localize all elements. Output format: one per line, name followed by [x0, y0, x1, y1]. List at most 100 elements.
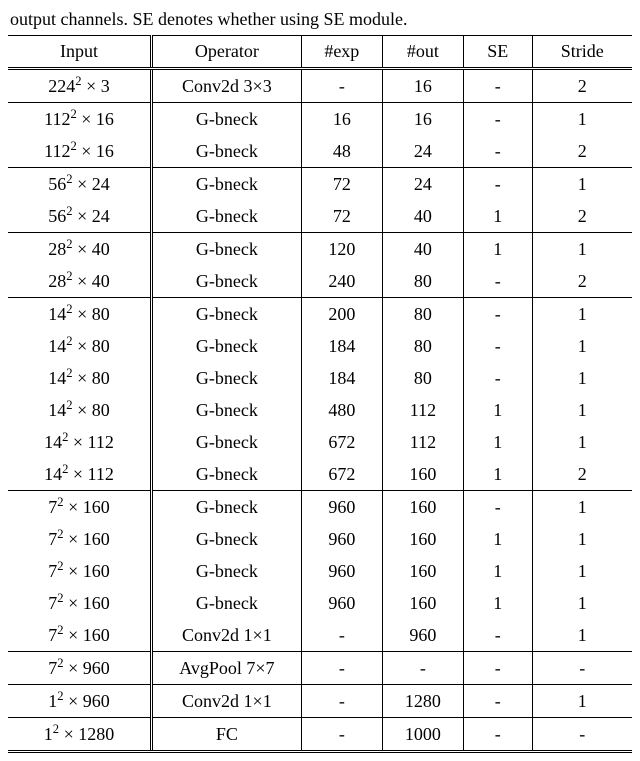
cell-exp: - — [301, 685, 382, 718]
cell-stride: 1 — [532, 168, 632, 201]
cell-out: 160 — [382, 523, 463, 555]
col-header: Stride — [532, 36, 632, 69]
cell-se: - — [463, 168, 532, 201]
cell-stride: 1 — [532, 394, 632, 426]
cell-stride: 1 — [532, 523, 632, 555]
cell-operator: G-bneck — [152, 330, 302, 362]
cell-out: 1280 — [382, 685, 463, 718]
cell-stride: 2 — [532, 69, 632, 103]
cell-operator: G-bneck — [152, 491, 302, 524]
cell-se: 1 — [463, 458, 532, 491]
cell-se: 1 — [463, 587, 532, 619]
cell-stride: 1 — [532, 362, 632, 394]
cell-se: 1 — [463, 394, 532, 426]
cell-se: - — [463, 362, 532, 394]
cell-stride: 1 — [532, 330, 632, 362]
cell-stride: 2 — [532, 135, 632, 168]
cell-input: 562 × 24 — [8, 168, 152, 201]
cell-stride: 1 — [532, 426, 632, 458]
col-header: Input — [8, 36, 152, 69]
cell-operator: AvgPool 7×7 — [152, 652, 302, 685]
cell-se: - — [463, 298, 532, 331]
cell-out: 16 — [382, 69, 463, 103]
cell-exp: 48 — [301, 135, 382, 168]
cell-out: 160 — [382, 555, 463, 587]
cell-operator: Conv2d 3×3 — [152, 69, 302, 103]
cell-out: 1000 — [382, 718, 463, 752]
cell-input: 562 × 24 — [8, 200, 152, 233]
cell-se: 1 — [463, 233, 532, 266]
cell-se: 1 — [463, 426, 532, 458]
cell-stride: 1 — [532, 103, 632, 136]
cell-se: - — [463, 718, 532, 752]
cell-out: 24 — [382, 135, 463, 168]
cell-input: 142 × 80 — [8, 330, 152, 362]
cell-stride: 1 — [532, 685, 632, 718]
cell-stride: - — [532, 718, 632, 752]
cell-out: 112 — [382, 394, 463, 426]
cell-input: 72 × 960 — [8, 652, 152, 685]
cell-input: 1122 × 16 — [8, 103, 152, 136]
cell-operator: G-bneck — [152, 587, 302, 619]
architecture-table: InputOperator#exp#outSEStride2242 × 3Con… — [8, 35, 632, 753]
cell-out: 40 — [382, 200, 463, 233]
cell-se: - — [463, 103, 532, 136]
cell-input: 12 × 1280 — [8, 718, 152, 752]
cell-stride: 2 — [532, 265, 632, 298]
cell-stride: - — [532, 652, 632, 685]
cell-input: 142 × 112 — [8, 458, 152, 491]
cell-exp: 480 — [301, 394, 382, 426]
cell-se: - — [463, 135, 532, 168]
cell-operator: G-bneck — [152, 555, 302, 587]
cell-input: 142 × 112 — [8, 426, 152, 458]
cell-input: 72 × 160 — [8, 523, 152, 555]
cell-input: 72 × 160 — [8, 619, 152, 652]
cell-operator: G-bneck — [152, 103, 302, 136]
cell-stride: 1 — [532, 587, 632, 619]
cell-se: - — [463, 685, 532, 718]
cell-out: - — [382, 652, 463, 685]
cell-operator: G-bneck — [152, 233, 302, 266]
cell-operator: FC — [152, 718, 302, 752]
cell-out: 80 — [382, 298, 463, 331]
cell-input: 12 × 960 — [8, 685, 152, 718]
cell-exp: 200 — [301, 298, 382, 331]
cell-operator: G-bneck — [152, 200, 302, 233]
col-header: #exp — [301, 36, 382, 69]
cell-se: 1 — [463, 200, 532, 233]
cell-input: 72 × 160 — [8, 587, 152, 619]
cell-exp: 672 — [301, 426, 382, 458]
cell-out: 80 — [382, 330, 463, 362]
cell-exp: 960 — [301, 491, 382, 524]
cell-exp: - — [301, 619, 382, 652]
cell-se: 1 — [463, 523, 532, 555]
cell-out: 16 — [382, 103, 463, 136]
cell-stride: 1 — [532, 491, 632, 524]
cell-operator: G-bneck — [152, 135, 302, 168]
cell-input: 142 × 80 — [8, 394, 152, 426]
cell-stride: 2 — [532, 458, 632, 491]
cell-operator: G-bneck — [152, 265, 302, 298]
col-header: #out — [382, 36, 463, 69]
cell-exp: 120 — [301, 233, 382, 266]
cell-out: 80 — [382, 362, 463, 394]
cell-exp: - — [301, 69, 382, 103]
cell-se: - — [463, 69, 532, 103]
cell-out: 160 — [382, 458, 463, 491]
col-header: Operator — [152, 36, 302, 69]
cell-se: - — [463, 619, 532, 652]
cell-input: 282 × 40 — [8, 265, 152, 298]
cell-exp: 960 — [301, 523, 382, 555]
cell-se: - — [463, 652, 532, 685]
cell-exp: - — [301, 718, 382, 752]
cell-se: - — [463, 491, 532, 524]
cell-input: 142 × 80 — [8, 298, 152, 331]
cell-stride: 1 — [532, 233, 632, 266]
cell-out: 24 — [382, 168, 463, 201]
cell-exp: 960 — [301, 555, 382, 587]
cell-input: 72 × 160 — [8, 491, 152, 524]
cell-operator: G-bneck — [152, 426, 302, 458]
cell-operator: G-bneck — [152, 458, 302, 491]
cell-se: 1 — [463, 555, 532, 587]
cell-exp: 960 — [301, 587, 382, 619]
